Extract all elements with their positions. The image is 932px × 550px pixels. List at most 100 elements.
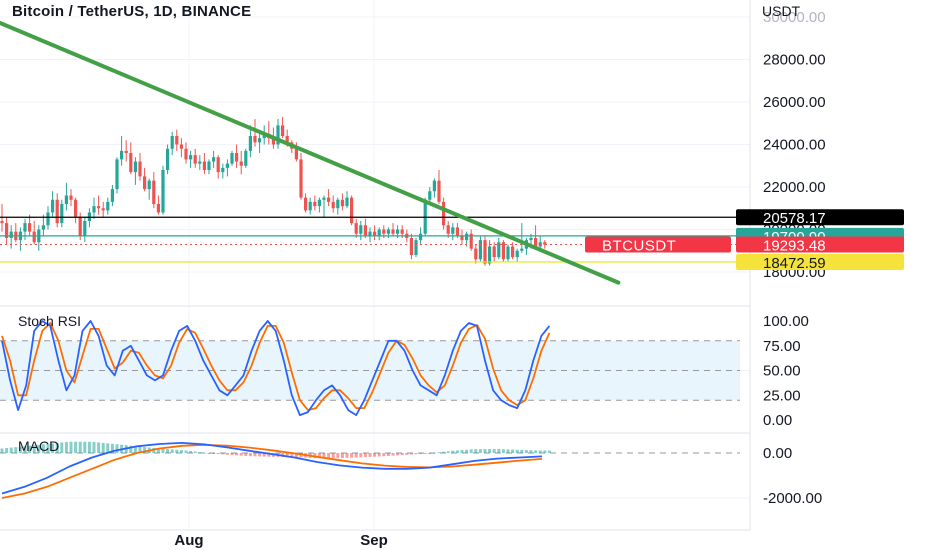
macd-histogram-bar <box>179 450 183 453</box>
candle-body <box>322 197 326 200</box>
candle-body <box>239 161 243 166</box>
macd-histogram-bar <box>391 453 395 456</box>
macd-histogram-bar <box>32 445 36 453</box>
macd-histogram-bar <box>143 447 147 453</box>
candle-body <box>331 201 335 209</box>
candle-body <box>46 212 50 226</box>
candle-body <box>253 136 257 143</box>
candle-body <box>124 150 128 153</box>
macd-histogram-bar <box>198 452 202 454</box>
candle-body <box>474 248 478 260</box>
candle-body <box>133 161 137 173</box>
candle-body <box>216 157 220 173</box>
macd-histogram-bar <box>207 453 211 454</box>
candle-body <box>373 231 377 236</box>
support-label-box <box>736 253 904 270</box>
candle-body <box>460 235 464 241</box>
candle-body <box>488 246 492 264</box>
candlestick-series <box>0 116 547 266</box>
resistance-label-box <box>736 209 904 226</box>
candle-body <box>184 148 188 160</box>
candle-body <box>368 231 372 236</box>
candle-body <box>60 204 64 224</box>
macd-histogram-bar <box>488 449 492 453</box>
candle-body <box>5 223 9 238</box>
macd-histogram-bar <box>543 450 547 453</box>
candle-body <box>442 201 446 226</box>
macd-histogram-bar <box>92 441 96 453</box>
macd-histogram-bar <box>285 453 289 457</box>
macd-histogram-bar <box>529 450 533 453</box>
candle-body <box>336 199 340 209</box>
macd-histogram-bar <box>87 441 91 453</box>
candle-body <box>147 180 151 190</box>
macd-histogram-bar <box>0 448 4 453</box>
candle-body <box>51 199 55 213</box>
stoch-tick-label: 0.00 <box>763 412 792 429</box>
macd-histogram-bar <box>317 453 321 459</box>
price-tick-label: 22000.00 <box>763 179 826 196</box>
trendline <box>0 20 621 285</box>
resistance-label: 20578.17 <box>763 210 826 227</box>
macd-histogram-bar <box>331 453 335 459</box>
macd-histogram-bar <box>184 450 188 453</box>
macd-histogram-bar <box>368 453 372 457</box>
macd-histogram-bar <box>423 453 427 454</box>
macd-tick-label: -2000.00 <box>763 490 822 507</box>
candle-body <box>69 195 73 200</box>
candle-body <box>106 201 110 211</box>
candle-body <box>152 180 156 204</box>
candle-body <box>506 246 510 260</box>
candle-body <box>340 199 344 207</box>
macd-histogram-bar <box>64 442 68 453</box>
candle-body <box>391 229 395 234</box>
candle-body <box>465 233 469 241</box>
candle-body <box>483 240 487 264</box>
price-axis: 28000.0026000.0024000.0022000.0020000.00… <box>763 9 826 507</box>
macd-signal-line <box>1 443 543 499</box>
candle-body <box>478 240 482 260</box>
macd-histogram-bar <box>14 447 18 453</box>
candle-body <box>97 206 101 209</box>
candle-body <box>0 221 4 224</box>
macd-histogram-bar <box>451 450 455 453</box>
macd-histogram-bar <box>377 453 381 457</box>
candle-body <box>543 242 547 245</box>
chart-title: Bitcoin / TetherUS, 1D, BINANCE <box>12 3 252 20</box>
macd-histogram-bar <box>354 453 358 458</box>
candle-body <box>428 191 432 200</box>
candle-body <box>400 229 404 234</box>
candle-body <box>115 159 119 190</box>
candle-body <box>129 153 133 173</box>
macd-histogram-bar <box>432 452 436 454</box>
macd-histogram-bar <box>18 446 22 453</box>
macd-histogram-bar <box>350 453 354 458</box>
candle-body <box>511 246 515 258</box>
macd-histogram-bar <box>55 442 59 453</box>
candle-body <box>92 206 96 213</box>
candle-body <box>221 167 225 173</box>
macd-title: MACD <box>18 438 60 454</box>
macd-histogram-bar <box>262 453 266 457</box>
candle-body <box>83 221 87 236</box>
macd-histogram-bar <box>414 453 418 455</box>
symbol-label-box <box>585 236 731 253</box>
macd-histogram-bar <box>170 449 174 453</box>
macd-histogram-bar <box>437 452 441 454</box>
last-price-label-box <box>736 236 904 253</box>
candle-body <box>78 216 82 236</box>
candle-body <box>244 150 248 166</box>
macd-histogram-bar <box>501 449 505 453</box>
candle-body <box>230 153 234 164</box>
candle-body <box>225 163 229 168</box>
macd-histogram-bar <box>106 443 110 453</box>
candle-body <box>120 150 124 160</box>
candle-body <box>529 238 533 241</box>
macd-histogram-bar <box>492 448 496 453</box>
macd-histogram-bar <box>115 444 119 453</box>
macd-histogram-bar <box>253 453 257 457</box>
candle-body <box>492 246 496 258</box>
macd-histogram-bar <box>428 453 432 454</box>
time-axis: Aug Sep <box>0 529 750 549</box>
